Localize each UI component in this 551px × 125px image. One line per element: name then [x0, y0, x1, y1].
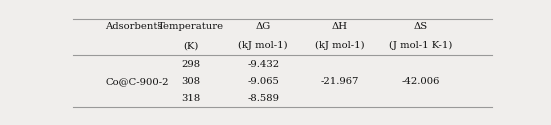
Text: 308: 308 [181, 77, 200, 86]
Text: -42.006: -42.006 [402, 77, 440, 86]
Text: Co@C-900-2: Co@C-900-2 [105, 77, 169, 86]
Text: ΔG: ΔG [256, 22, 271, 31]
Text: -9.432: -9.432 [247, 60, 279, 69]
Text: ΔS: ΔS [414, 22, 428, 31]
Text: -21.967: -21.967 [321, 77, 359, 86]
Text: (J mol-1 K-1): (J mol-1 K-1) [390, 41, 453, 50]
Text: (kJ mol-1): (kJ mol-1) [315, 41, 365, 50]
Text: ΔH: ΔH [332, 22, 348, 31]
Text: (K): (K) [183, 41, 198, 50]
Text: -9.065: -9.065 [247, 77, 279, 86]
Text: Temperature: Temperature [158, 22, 224, 31]
Text: -8.589: -8.589 [247, 94, 279, 103]
Text: 318: 318 [181, 94, 200, 103]
Text: Adsorbents: Adsorbents [105, 22, 163, 31]
Text: (kJ mol-1): (kJ mol-1) [239, 41, 288, 50]
Text: 298: 298 [181, 60, 200, 69]
